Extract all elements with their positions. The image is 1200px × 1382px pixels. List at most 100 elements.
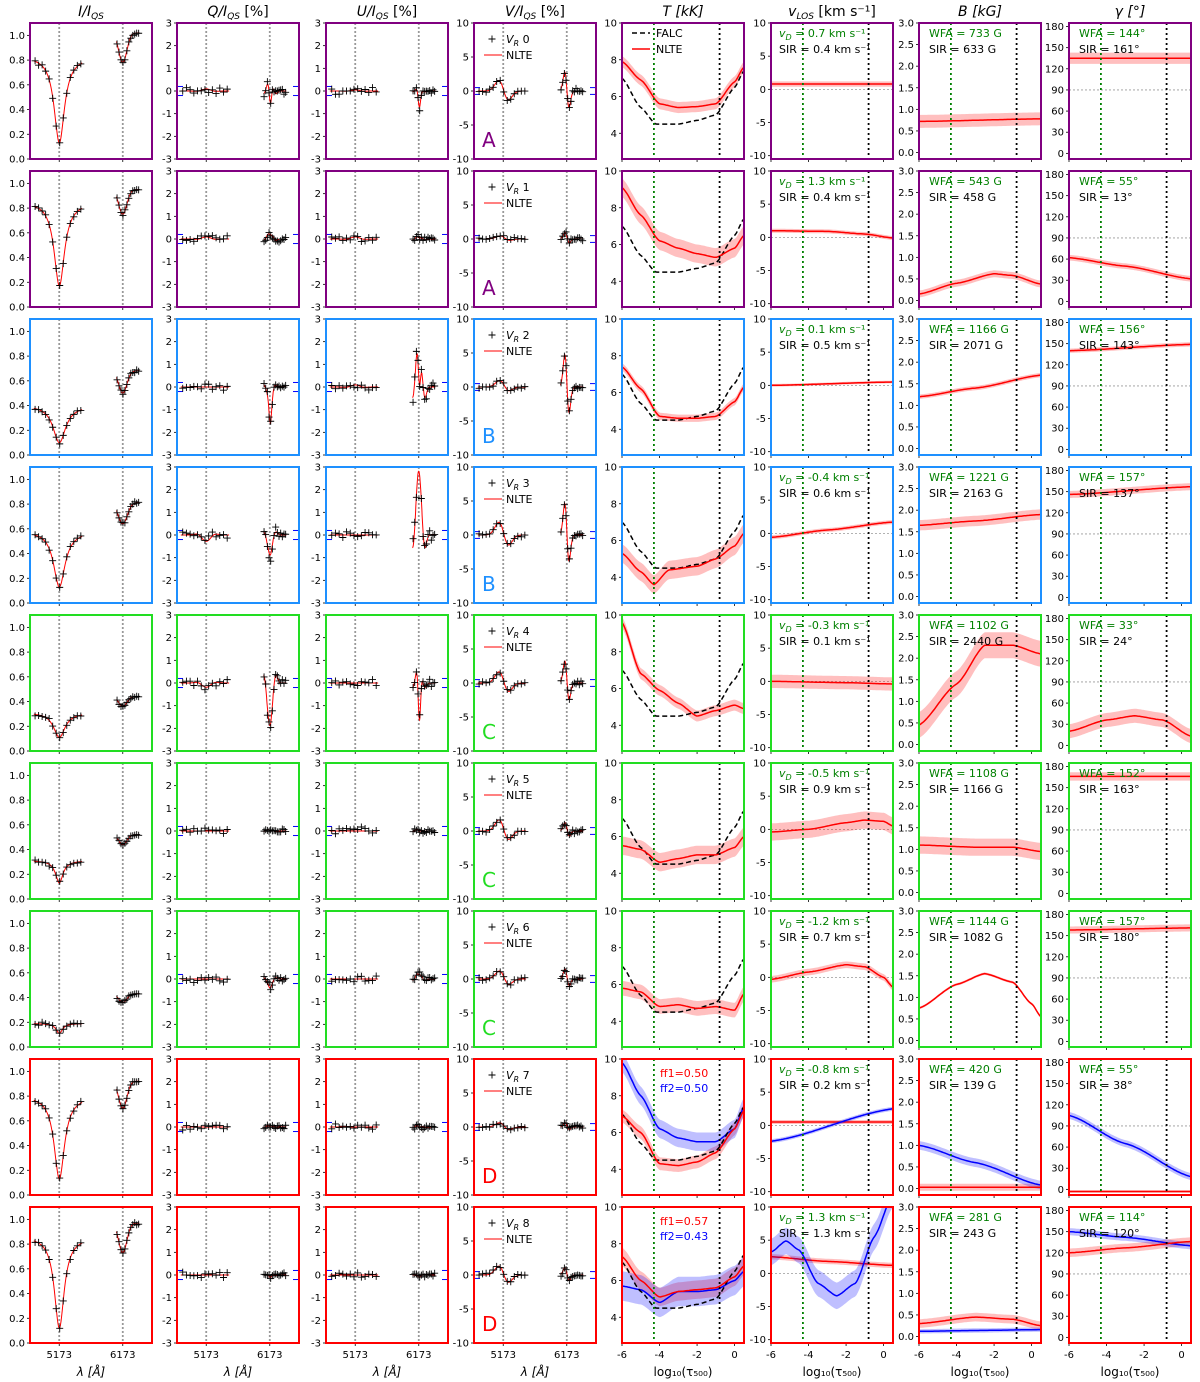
temperature-fit xyxy=(622,1110,744,1167)
y-tick-label: 2.5 xyxy=(898,40,914,51)
legend-label: VR 6 xyxy=(506,921,530,936)
observed-point xyxy=(205,89,213,97)
legend-label: NLTE xyxy=(506,1085,533,1098)
velocity-comp2 xyxy=(771,1108,893,1143)
observed-point xyxy=(427,536,435,544)
observed-point xyxy=(431,1123,439,1131)
observed-point xyxy=(507,540,515,548)
observed-point xyxy=(35,1238,43,1246)
observed-point xyxy=(56,877,64,885)
observed-point xyxy=(521,1124,529,1132)
observed-point xyxy=(201,536,209,544)
subplot: 0.00.20.40.60.81.0 xyxy=(9,910,153,1054)
observed-point xyxy=(579,1272,587,1280)
observed-point xyxy=(135,29,143,37)
observed-point xyxy=(260,528,268,536)
velocity-fit xyxy=(771,521,893,539)
y-tick-label: 0 xyxy=(760,677,766,688)
observed-point xyxy=(562,967,570,975)
y-tick-label: 1 xyxy=(166,656,172,667)
column-title: U/IQS [%] xyxy=(357,4,418,22)
observed-point xyxy=(429,1123,437,1131)
observed-point xyxy=(59,1025,67,1033)
y-tick-label: -2 xyxy=(311,428,321,439)
observed-point xyxy=(475,530,483,538)
y-tick-label: -1 xyxy=(162,849,172,860)
observed-point xyxy=(270,88,278,96)
observed-point xyxy=(123,1236,131,1244)
y-tick-label: 0.0 xyxy=(9,303,25,314)
observed-point xyxy=(343,678,351,686)
observed-point xyxy=(273,529,281,537)
plot-area xyxy=(919,911,1041,1047)
y-tick-label: 8 xyxy=(611,203,617,214)
y-tick-label: 1.0 xyxy=(898,253,914,264)
observed-point xyxy=(350,232,358,240)
y-tick-label: 0.4 xyxy=(9,1289,25,1300)
observed-point xyxy=(339,1122,347,1130)
field-fit xyxy=(919,513,1041,527)
y-tick-label: -10 xyxy=(750,1335,766,1346)
observed-point xyxy=(117,386,125,394)
y-tick-label: 2 xyxy=(315,41,321,52)
observed-point xyxy=(35,1021,43,1029)
panel-frame xyxy=(473,1206,597,1344)
legend-marker xyxy=(488,775,496,783)
y-tick-label: 90 xyxy=(1051,825,1064,836)
subplot: 0.00.20.40.60.81.0 xyxy=(9,1058,153,1202)
y-tick-label: -3 xyxy=(162,303,172,314)
column-title: I/IQS xyxy=(78,4,104,22)
y-tick-label: 5 xyxy=(463,1237,469,1248)
falc-model xyxy=(622,958,744,1013)
y-tick-label: 150 xyxy=(1045,339,1064,350)
observed-point xyxy=(223,975,231,983)
observed-point xyxy=(479,88,487,96)
class-letter: D xyxy=(482,1312,497,1336)
observed-point xyxy=(486,826,494,834)
y-tick-label: 0.6 xyxy=(9,1116,25,1127)
y-tick-label: 0.8 xyxy=(9,500,25,511)
sir-field: SIR = 1082 G xyxy=(929,931,1003,944)
legend-marker xyxy=(488,183,496,191)
observed-point xyxy=(59,114,67,122)
observed-point xyxy=(119,998,127,1006)
y-tick-label: 120 xyxy=(1045,508,1064,519)
observed-point xyxy=(262,384,270,392)
observed-point xyxy=(368,236,376,244)
plot-area xyxy=(474,1207,596,1343)
y-tick-label: 120 xyxy=(1045,1248,1064,1259)
falc-model xyxy=(622,1254,744,1309)
panel-frame xyxy=(473,1058,597,1196)
observed-point xyxy=(368,829,376,837)
y-tick-label: -2 xyxy=(162,576,172,587)
inclination-fit xyxy=(1069,715,1191,737)
observed-point xyxy=(219,680,227,688)
y-tick-label: 30 xyxy=(1051,424,1064,435)
observed-point xyxy=(475,680,483,688)
observed-point xyxy=(331,385,339,393)
y-tick-label: 3.0 xyxy=(898,167,914,178)
y-tick-label: 30 xyxy=(1051,276,1064,287)
observed-point xyxy=(335,382,343,390)
x-tick-label: 6173 xyxy=(406,1350,431,1361)
observed-point xyxy=(197,87,205,95)
y-tick-label: 0.0 xyxy=(898,444,914,455)
observed-point xyxy=(424,1124,432,1132)
y-tick-label: 0 xyxy=(1058,297,1064,308)
panel-frame xyxy=(473,614,597,752)
observed-point xyxy=(417,495,425,503)
observed-point xyxy=(263,78,271,86)
legend-label: VR 4 xyxy=(506,625,530,640)
legend-marker xyxy=(488,35,496,43)
observed-point xyxy=(194,1272,202,1280)
observed-point xyxy=(115,1238,123,1246)
observed-point xyxy=(45,1255,53,1263)
legend-label: NLTE xyxy=(506,937,533,950)
y-tick-label: 6 xyxy=(611,92,617,103)
panel-frame xyxy=(918,1206,1042,1344)
y-tick-label: -2 xyxy=(162,428,172,439)
observed-point xyxy=(489,1266,497,1274)
